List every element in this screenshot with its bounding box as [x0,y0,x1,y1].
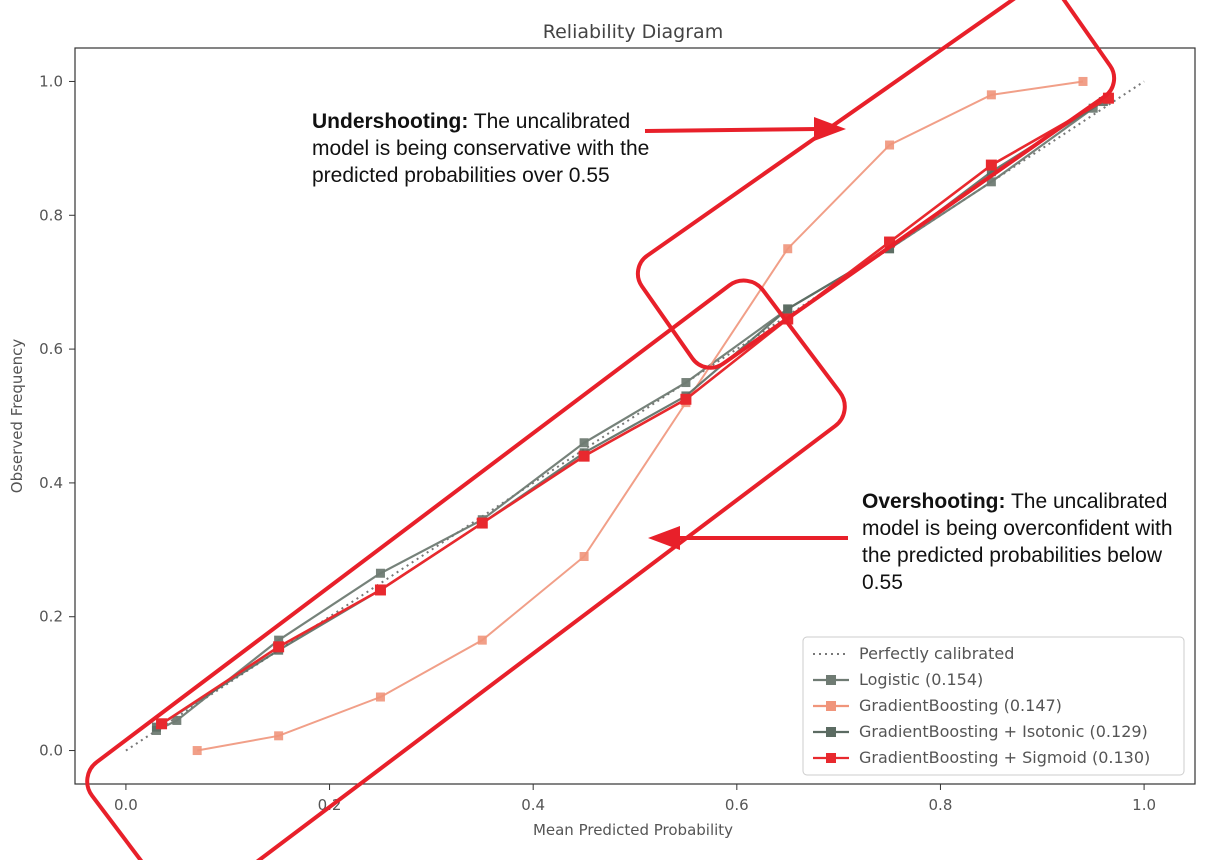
y-tick-label: 0.8 [39,206,63,224]
y-tick-label: 0.0 [39,742,63,760]
x-tick-label: 0.0 [114,796,138,814]
x-tick-label: 0.6 [725,796,749,814]
y-tick-label: 0.2 [39,608,63,626]
data-point [172,715,182,725]
y-tick-label: 0.6 [39,340,63,358]
series-line [197,80,1084,752]
legend-item: GradientBoosting + Sigmoid (0.130) [813,748,1150,767]
series-line [160,97,1110,725]
undershooting-heading: Undershooting: [312,110,469,133]
x-tick-label: 0.4 [521,796,545,814]
y-axis-label: Observed Frequency [8,339,26,494]
data-point [1078,76,1088,86]
undershooting-highlight-box [635,0,1117,370]
legend-box [802,636,1185,776]
legend-item: GradientBoosting + Isotonic (0.129) [813,722,1148,741]
data-point [884,236,896,248]
data-point [681,378,691,388]
data-point [374,584,386,596]
data-point [885,140,895,150]
legend-label: Perfectly calibrated [859,644,1014,663]
data-point [985,159,997,171]
legend-label: GradientBoosting (0.147) [859,696,1062,715]
legend-marker [826,753,836,763]
overshooting-highlight-box [85,278,847,860]
y-tick-label: 0.4 [39,474,63,492]
undershooting-arrow-shaft [644,127,819,133]
y-tick-label: 1.0 [39,72,63,90]
data-point [680,393,692,405]
overshooting-arrow-head [648,526,680,550]
data-point [274,731,284,741]
data-point [375,568,385,578]
plot-frame [74,47,1196,785]
series-layer [125,76,1145,756]
data-point [477,635,487,645]
data-point [273,641,285,653]
legend-item: GradientBoosting (0.147) [813,696,1062,715]
legend-label: Logistic (0.154) [859,670,983,689]
legend-label: GradientBoosting + Isotonic (0.129) [859,722,1148,741]
legend-marker [826,675,836,685]
series-3 [156,92,1114,730]
data-point [476,517,488,529]
legend-marker [826,727,836,737]
overshooting-annotation: Overshooting: The uncalibrated model is … [862,488,1202,596]
x-axis-label: Mean Predicted Probability [533,821,733,839]
data-point [578,450,590,462]
data-point [274,635,284,645]
overshooting-heading: Overshooting: [862,490,1006,513]
x-tick-label: 1.0 [1132,796,1156,814]
chart-title: Reliability Diagram [543,21,723,43]
data-point [783,304,793,314]
data-point [986,177,996,187]
undershooting-text: The uncalibrated model is being conserva… [312,110,650,187]
data-point [986,90,996,100]
undershooting-annotation: Undershooting: The uncalibrated model is… [312,108,652,189]
data-point [579,552,589,562]
data-point [1102,92,1114,104]
axis-ticks: 0.0 0.2 0.4 0.6 0.8 1.00.00.20.40.60.81.0 [39,72,1156,814]
data-point [783,244,793,254]
series-1 [192,76,1088,756]
overshooting-text: The uncalibrated model is being overconf… [862,490,1173,594]
undershooting-arrow-head [814,117,846,141]
legend: Perfectly calibrated Logistic (0.154) Grad… [802,636,1185,776]
data-point [375,692,385,702]
legend-item: Logistic (0.154) [813,670,983,689]
legend-marker [826,701,836,711]
data-point [192,746,202,756]
data-point [579,438,589,448]
x-tick-label: 0.8 [929,796,953,814]
data-point [986,167,996,177]
legend-label: GradientBoosting + Sigmoid (0.130) [859,748,1150,767]
highlight-layer [85,0,1117,860]
legend-item: Perfectly calibrated [813,644,1014,663]
data-point [156,718,168,730]
